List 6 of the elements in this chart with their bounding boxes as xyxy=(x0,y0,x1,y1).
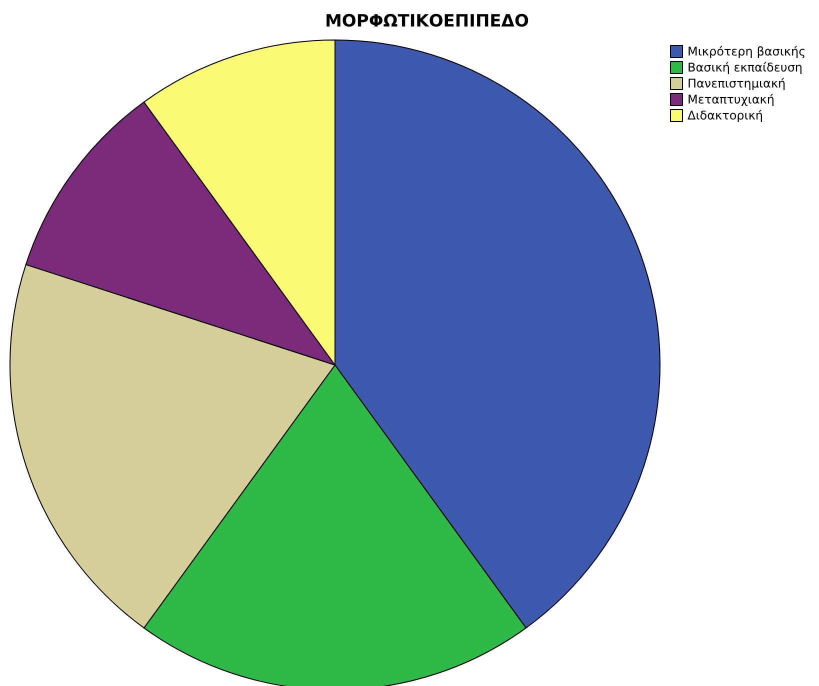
legend-label: Μικρότερη βασικής xyxy=(688,44,806,58)
legend-label: Βασική εκπαίδευση xyxy=(688,60,803,74)
legend-label: Μεταπτυχιακή xyxy=(688,92,774,106)
legend-label: Διδακτορική xyxy=(688,108,764,122)
legend-label: Πανεπιστημιακή xyxy=(688,76,786,90)
chart-title: ΜΟΡΦΩΤΙΚΟΕΠΙΠΕΔΟ xyxy=(325,12,529,32)
